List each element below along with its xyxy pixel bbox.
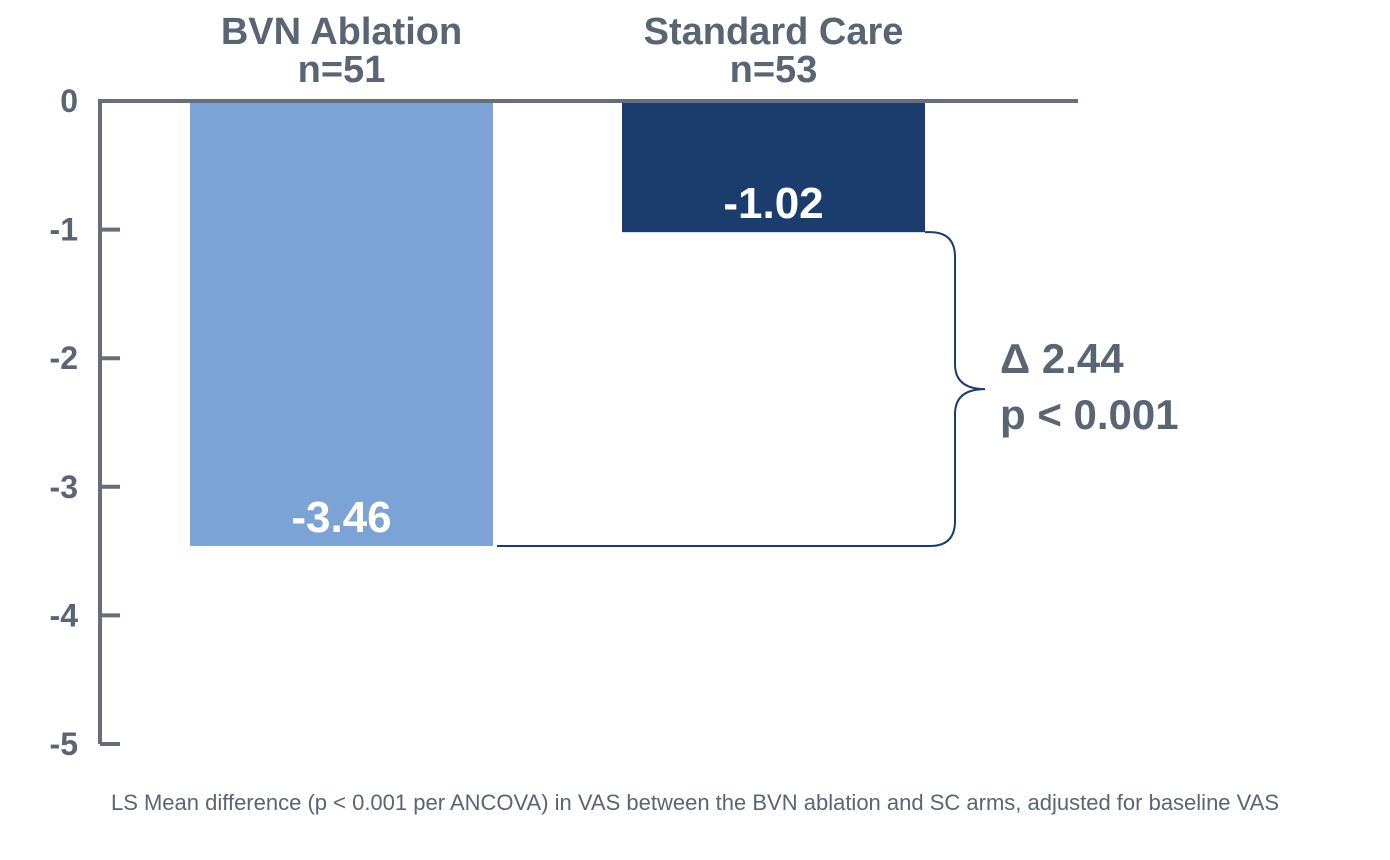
delta-annotation: Δ 2.44 — [1000, 335, 1124, 382]
y-tick-label: -5 — [50, 726, 78, 762]
category-n-label: n=51 — [298, 49, 386, 91]
y-tick-label: -2 — [50, 340, 78, 376]
difference-bracket — [497, 231, 986, 547]
y-tick-label: -1 — [50, 212, 78, 248]
footnote: LS Mean difference (p < 0.001 per ANCOVA… — [110, 790, 1280, 815]
bar-value-label: -1.02 — [723, 179, 823, 228]
bar — [622, 101, 925, 233]
bar-value-label: -3.46 — [291, 493, 391, 542]
category-label: Standard Care — [644, 11, 904, 53]
y-tick-label: 0 — [60, 83, 78, 119]
category-n-label: n=53 — [730, 49, 818, 91]
y-tick-label: -4 — [50, 597, 79, 633]
p-value-annotation: p < 0.001 — [1000, 391, 1179, 438]
y-tick-label: -3 — [50, 469, 78, 505]
category-label: BVN Ablation — [221, 11, 462, 53]
bar — [190, 101, 493, 546]
